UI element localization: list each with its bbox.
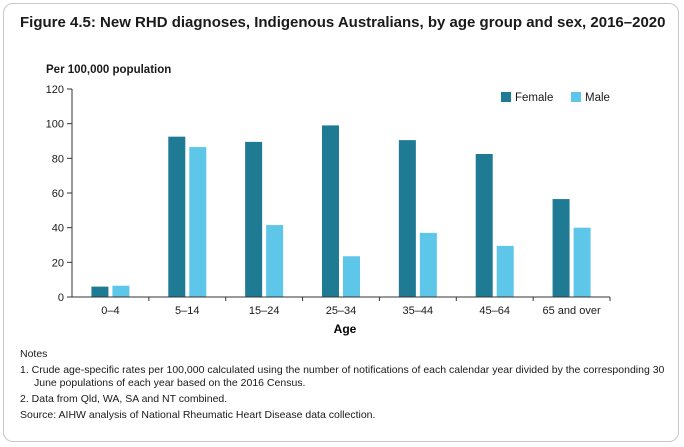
bar-male <box>343 256 360 297</box>
x-tick-label: 15–24 <box>249 305 280 317</box>
y-axis-label: Per 100,000 population <box>46 64 172 76</box>
bar-chart: 0 20 40 60 80 100 120 0–4 5–14 15–24 25–34 35–44 45… <box>46 84 611 336</box>
x-axis: 0–4 5–14 15–24 25–34 35–44 45–64 65 and over <box>72 296 611 317</box>
bar-female <box>91 286 109 297</box>
legend: Female Male <box>501 92 610 104</box>
legend-swatch <box>571 92 581 102</box>
y-tick-label: 120 <box>46 84 64 96</box>
y-tick-label: 20 <box>52 257 64 269</box>
legend-swatch <box>501 92 511 102</box>
bar-male <box>496 245 514 297</box>
bar-female <box>168 136 186 297</box>
bar-male <box>266 225 284 297</box>
note-item: 1. Crude age-specific rates per 100,000 … <box>20 364 665 389</box>
x-tick-label: 0–4 <box>101 305 119 317</box>
legend-label: Female <box>515 92 553 104</box>
notes: Notes 1. Crude age-specific rates per 10… <box>20 348 668 422</box>
bars <box>91 125 591 298</box>
bar-female <box>398 140 416 297</box>
bar-male <box>419 232 437 297</box>
x-tick-label: 35–44 <box>403 305 434 317</box>
figure-frame <box>3 3 679 442</box>
note-item: 2. Data from Qld, WA, SA and NT combined… <box>20 393 228 405</box>
bar-male <box>189 147 207 297</box>
y-axis: 0 20 40 60 80 100 120 <box>46 84 73 304</box>
notes-heading: Notes <box>20 348 48 360</box>
y-tick-label: 60 <box>52 188 64 200</box>
bar-female <box>475 154 493 297</box>
x-tick-label: 65 and over <box>543 305 601 317</box>
x-tick-label: 5–14 <box>175 305 199 317</box>
bar-male <box>573 227 591 297</box>
y-tick-label: 100 <box>46 119 64 131</box>
source-note: Source: AIHW analysis of National Rheuma… <box>20 409 376 421</box>
bar-female <box>552 199 570 297</box>
bar-female <box>245 141 263 297</box>
x-axis-label: Age <box>334 322 357 336</box>
bar-male <box>112 285 130 297</box>
x-tick-label: 25–34 <box>326 305 357 317</box>
y-tick-label: 80 <box>52 153 64 165</box>
figure-title: Figure 4.5: New RHD diagnoses, Indigenou… <box>20 14 666 31</box>
y-tick-label: 0 <box>58 292 64 304</box>
y-tick-label: 40 <box>52 223 64 235</box>
x-tick-label: 45–64 <box>479 305 510 317</box>
legend-label: Male <box>585 92 610 104</box>
bar-female <box>322 125 339 298</box>
